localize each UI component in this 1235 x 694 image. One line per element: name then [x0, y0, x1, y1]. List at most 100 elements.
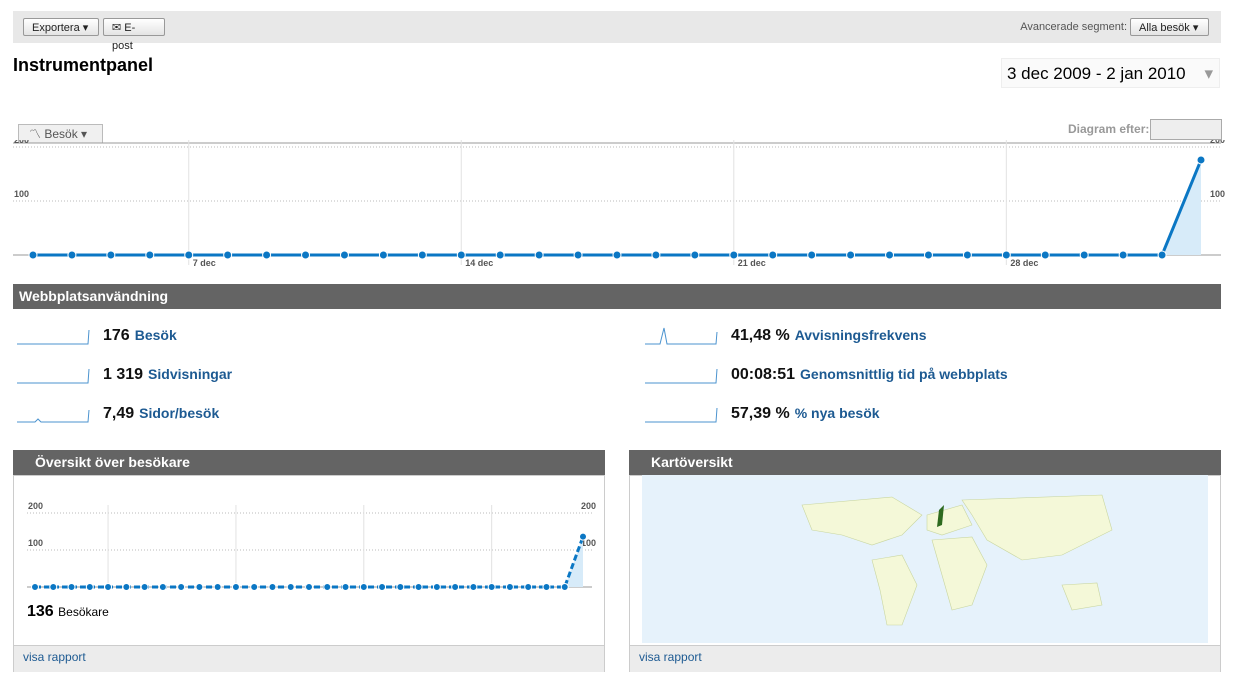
x-tick-label: 7 dec: [193, 258, 216, 268]
point: [301, 250, 311, 260]
visitors-header: Översikt över besökare: [13, 450, 605, 475]
point: [378, 250, 388, 260]
segment-select[interactable]: Alla besök ▾: [1130, 18, 1209, 36]
line: [33, 159, 1203, 257]
point: [339, 250, 349, 260]
world-map: [642, 475, 1208, 643]
email-label: E-post: [112, 22, 136, 52]
point: [250, 583, 259, 591]
visitors-total-label: Besökare: [58, 605, 109, 619]
point: [807, 250, 817, 260]
point: [487, 583, 496, 591]
point: [31, 583, 39, 591]
export-button[interactable]: Exportera ▾: [23, 18, 99, 36]
y-tick-label-right: 100: [1210, 189, 1225, 199]
point: [184, 250, 194, 260]
y-tick-label: 200: [28, 501, 43, 511]
point: [534, 250, 544, 260]
point: [451, 583, 460, 591]
metric: 41,48 % Avvisningsfrekvens: [731, 327, 926, 345]
visitors-total: 136 Besökare: [27, 603, 109, 621]
point: [962, 250, 972, 260]
point: [690, 250, 700, 260]
point: [612, 250, 622, 260]
visitors-link[interactable]: visa rapport: [23, 650, 86, 664]
section-header: Webbplatsanvändning: [13, 284, 1221, 309]
point: [286, 583, 295, 591]
page-title: Instrumentpanel: [13, 55, 154, 75]
y-tick-label-right: 200: [1210, 140, 1225, 145]
point: [213, 583, 222, 591]
view-label: Diagram efter:: [1068, 122, 1150, 136]
metric-value: 00:08:51: [731, 366, 796, 383]
metric-label[interactable]: % nya besök: [794, 405, 880, 421]
point: [456, 250, 466, 260]
metric-label[interactable]: Sidor/besök: [139, 405, 220, 421]
point: [846, 250, 856, 260]
metric-label[interactable]: Besök: [134, 327, 177, 343]
point: [651, 250, 661, 260]
metric: 00:08:51 Genomsnittlig tid på webbplats: [731, 366, 1008, 384]
point: [231, 583, 240, 591]
point: [560, 583, 569, 591]
y-tick-label: 100: [28, 538, 43, 548]
metric: 57,39 %% nya besök: [731, 405, 880, 423]
point: [195, 583, 204, 591]
email-button[interactable]: ✉ E-post: [103, 18, 165, 52]
point: [85, 583, 94, 591]
y-tick-label-right: 200: [581, 501, 596, 511]
point: [495, 250, 505, 260]
metric-value: 7,49: [103, 405, 135, 422]
metric-label[interactable]: Avvisningsfrekvens: [794, 327, 927, 343]
visitors-footer: [14, 645, 604, 672]
date-range-text: 3 dec 2009 - 2 jan 2010: [1007, 64, 1186, 83]
metric: 176 Besök: [103, 327, 177, 345]
metric: 1 319 Sidvisningar: [103, 366, 232, 384]
point: [396, 583, 405, 591]
segment-label: Avancerade segment:: [1020, 21, 1127, 33]
segment-value: Alla besök: [1139, 22, 1190, 34]
metric-value: 41,48 %: [731, 327, 790, 344]
visitors-total-value: 136: [27, 603, 54, 620]
toolbar: [13, 11, 1221, 43]
point: [28, 250, 38, 260]
metric-value: 176: [103, 327, 130, 344]
point: [432, 583, 441, 591]
x-tick-label: 21 dec: [738, 258, 766, 268]
point: [542, 583, 551, 591]
point: [524, 583, 533, 591]
point: [305, 583, 313, 591]
point: [923, 250, 933, 260]
point: [262, 250, 272, 260]
y-tick-label: 200: [14, 140, 29, 145]
point: [341, 583, 350, 591]
line: [35, 536, 585, 589]
metric: 7,49 Sidor/besök: [103, 405, 219, 423]
point: [104, 583, 113, 591]
point: [1079, 250, 1089, 260]
point: [1118, 250, 1128, 260]
visitors-chart: 100 100 200 200: [27, 501, 596, 591]
metric-tab[interactable]: 〽 Besök ▾: [18, 124, 103, 143]
metric-label[interactable]: Genomsnittlig tid på webbplats: [800, 366, 1008, 382]
point: [223, 250, 233, 260]
map-footer: [630, 645, 1220, 672]
main-chart: 100 100 200 200 7 dec 14 dec 21 dec 28 dec: [13, 140, 1225, 268]
point: [140, 583, 149, 591]
point: [1001, 250, 1011, 260]
point: [1196, 155, 1206, 165]
point: [67, 250, 77, 260]
metric-value: 1 319: [103, 366, 144, 383]
point: [885, 250, 895, 260]
metric-label[interactable]: Sidvisningar: [148, 366, 233, 382]
point: [579, 532, 587, 541]
point: [145, 250, 155, 260]
point: [469, 583, 478, 591]
view-buttons[interactable]: [1150, 119, 1222, 140]
sparklines: [17, 327, 718, 423]
map-link[interactable]: visa rapport: [639, 650, 702, 664]
point: [323, 583, 332, 591]
point: [177, 583, 186, 591]
date-range[interactable]: 3 dec 2009 - 2 jan 2010 ▾: [1001, 58, 1220, 88]
